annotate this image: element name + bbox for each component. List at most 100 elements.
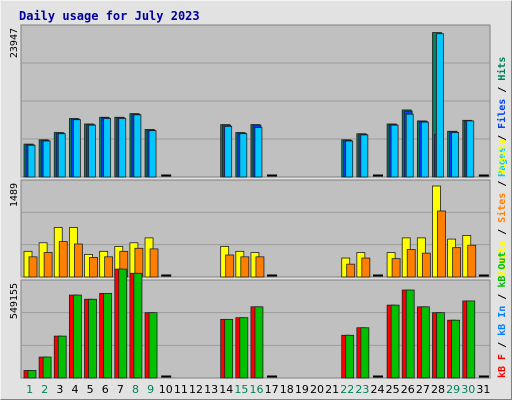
kb-out-bar <box>103 292 113 379</box>
kb-out-bar <box>254 306 264 379</box>
pages-bar <box>436 33 444 178</box>
sites-bar <box>361 257 371 278</box>
kb-out-bar <box>88 298 97 379</box>
legend-entry: Visits <box>496 241 508 277</box>
pages-bar <box>451 132 460 178</box>
day-label: 17 <box>265 383 279 396</box>
day-label: 4 <box>71 383 78 396</box>
legend-entry: kB F <box>497 354 508 378</box>
pages-bar <box>118 118 127 178</box>
day-label: 16 <box>250 383 264 396</box>
pages-bar <box>103 118 112 178</box>
kb-out-bar <box>466 300 476 379</box>
day-label: 1 <box>26 383 33 396</box>
day-label: 12 <box>189 383 203 396</box>
sites-bar <box>391 258 401 278</box>
pages-bar <box>390 124 399 178</box>
panel-2-ymax-label: 549155 <box>9 283 20 319</box>
legend-separator: / <box>497 129 508 147</box>
day-label: 23 <box>355 383 369 396</box>
pages-bar <box>133 114 142 178</box>
chart-title: Daily usage for July 2023 <box>19 9 200 23</box>
legend-entry: kB In <box>497 306 508 336</box>
day-label: 8 <box>132 383 139 396</box>
legend-separator: / <box>497 175 508 193</box>
pages-bar <box>360 134 369 178</box>
pages-bar <box>42 140 51 178</box>
kb-out-bar <box>42 356 52 379</box>
day-label: 7 <box>117 383 124 396</box>
sites-bar <box>58 241 68 278</box>
kb-out-bar <box>224 318 234 379</box>
kb-out-bar <box>420 306 430 379</box>
kb-out-bar <box>451 319 461 379</box>
day-label: 27 <box>416 383 430 396</box>
kb-out-bar <box>436 312 445 379</box>
sites-bar <box>437 210 446 278</box>
legend-entry: Files <box>496 99 508 129</box>
day-label: 26 <box>401 383 415 396</box>
day-label: 11 <box>174 383 188 396</box>
day-label: 24 <box>371 383 385 396</box>
day-label: 19 <box>295 383 309 396</box>
legend-separator: / <box>497 81 508 99</box>
pages-bar <box>405 113 414 178</box>
legend-separator: / <box>497 336 508 354</box>
pages-bar <box>57 133 66 178</box>
sites-bar <box>73 243 83 278</box>
pages-bar <box>466 120 475 178</box>
sites-bar <box>240 256 250 278</box>
day-label: 5 <box>87 383 94 396</box>
legend-separator: / <box>497 223 508 241</box>
kb-out-bar <box>27 370 37 379</box>
day-label: 3 <box>56 383 63 396</box>
panel-1-ymax-label: 1489 <box>9 183 20 207</box>
kb-out-bar <box>360 327 370 379</box>
kb-out-bar <box>239 317 249 379</box>
kb-out-bar <box>133 272 143 379</box>
kb-out-bar <box>345 334 355 379</box>
panel-0-ymax-label: 23947 <box>9 28 20 58</box>
legend-separator: / <box>497 288 508 306</box>
kb-out-bar <box>390 304 400 379</box>
day-label: 2 <box>41 383 48 396</box>
kb-out-bar <box>57 335 67 379</box>
kb-out-bar <box>72 294 82 379</box>
kb-out-bar <box>118 268 128 379</box>
pages-bar <box>148 130 157 178</box>
day-label: 9 <box>147 383 154 396</box>
panel-1-legend: Visits / Sites / Visits <box>496 139 508 277</box>
sites-bar <box>134 247 144 278</box>
pages-bar <box>27 144 36 178</box>
legend-entry: Sites <box>496 193 508 223</box>
pages-bar <box>239 133 248 178</box>
day-label: 10 <box>159 383 173 396</box>
legend-entry: Visits <box>496 139 508 175</box>
sites-bar <box>104 256 114 278</box>
pages-bar <box>345 140 354 178</box>
sites-bar <box>452 247 462 278</box>
panel-0-legend: Pages / Files / Hits <box>496 57 508 177</box>
sites-bar <box>406 249 416 278</box>
pages-bar <box>72 119 81 178</box>
sites-bar <box>255 256 265 278</box>
day-label: 13 <box>204 383 218 396</box>
day-label: 31 <box>476 383 490 396</box>
day-label: 29 <box>446 383 460 396</box>
sites-bar <box>43 252 53 278</box>
day-label: 15 <box>234 383 248 396</box>
sites-bar <box>346 263 356 278</box>
day-label: 22 <box>340 383 354 396</box>
day-label: 28 <box>431 383 445 396</box>
sites-bar <box>28 256 38 278</box>
sites-bar <box>89 257 98 278</box>
legend-entry: kB Out <box>497 252 508 288</box>
sites-bar <box>225 254 235 278</box>
day-label: 20 <box>310 383 324 396</box>
sites-bar <box>149 248 159 278</box>
panel-2-legend: kB F / kB In / kB Out <box>497 252 508 378</box>
day-label: 30 <box>461 383 475 396</box>
kb-out-bar <box>405 289 415 379</box>
day-label: 14 <box>219 383 233 396</box>
